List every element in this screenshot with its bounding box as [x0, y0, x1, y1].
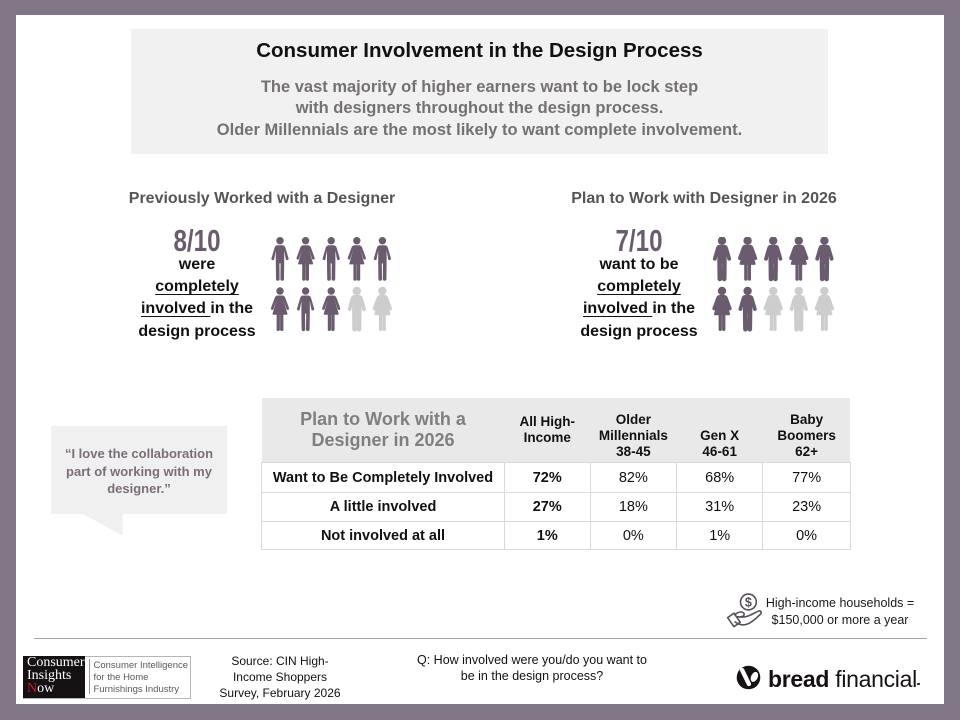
- svg-text:$: $: [745, 595, 752, 609]
